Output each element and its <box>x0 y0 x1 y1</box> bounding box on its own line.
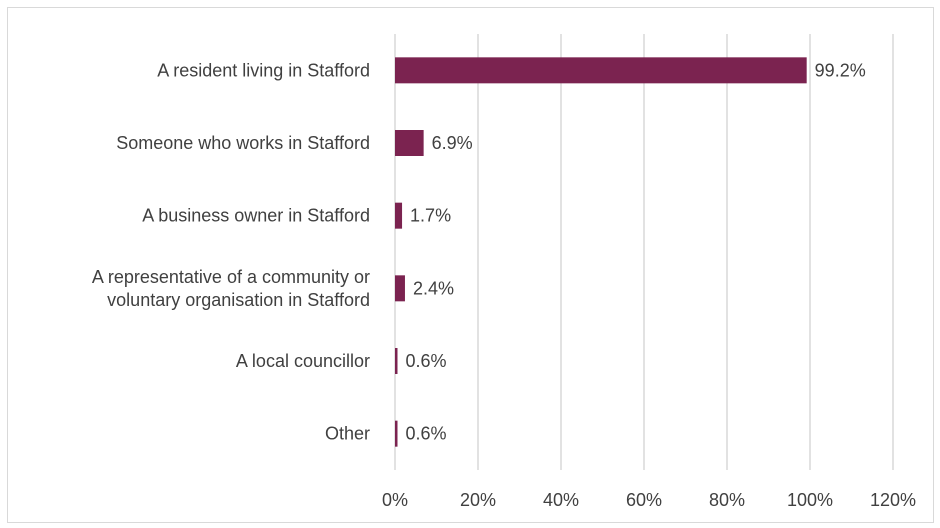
bar <box>395 348 398 374</box>
category-label: voluntary organisation in Stafford <box>107 290 370 310</box>
data-label: 6.9% <box>432 133 473 153</box>
bar <box>395 130 424 156</box>
x-tick-label: 0% <box>382 490 408 510</box>
bar <box>395 202 403 229</box>
data-label: 99.2% <box>815 60 866 80</box>
category-label: Other <box>325 424 370 444</box>
category-labels: A resident living in Stafford Someone who… <box>92 60 370 443</box>
data-label: 1.7% <box>410 206 451 226</box>
data-label: 0.6% <box>405 424 446 444</box>
x-axis-ticks: 0% 20% 40% 60% 80% 100% 120% <box>382 490 916 510</box>
x-tick-label: 60% <box>626 490 662 510</box>
chart-frame <box>7 7 934 523</box>
bar <box>395 420 398 447</box>
data-label: 0.6% <box>405 351 446 371</box>
category-label: A representative of a community or <box>92 267 370 287</box>
x-tick-label: 20% <box>460 490 496 510</box>
bar <box>395 275 405 302</box>
category-label: A local councillor <box>236 351 370 371</box>
category-label: A resident living in Stafford <box>157 60 370 80</box>
category-label: A business owner in Stafford <box>142 206 370 226</box>
data-label: 2.4% <box>413 278 454 298</box>
x-tick-label: 80% <box>709 490 745 510</box>
x-tick-label: 120% <box>870 490 916 510</box>
data-labels: 99.2% 6.9% 1.7% 2.4% 0.6% 0.6% <box>405 60 865 443</box>
bar <box>395 57 807 84</box>
x-tick-label: 40% <box>543 490 579 510</box>
category-label: Someone who works in Stafford <box>116 133 370 153</box>
x-tick-label: 100% <box>787 490 833 510</box>
gridlines <box>394 34 894 470</box>
bars <box>395 57 807 447</box>
